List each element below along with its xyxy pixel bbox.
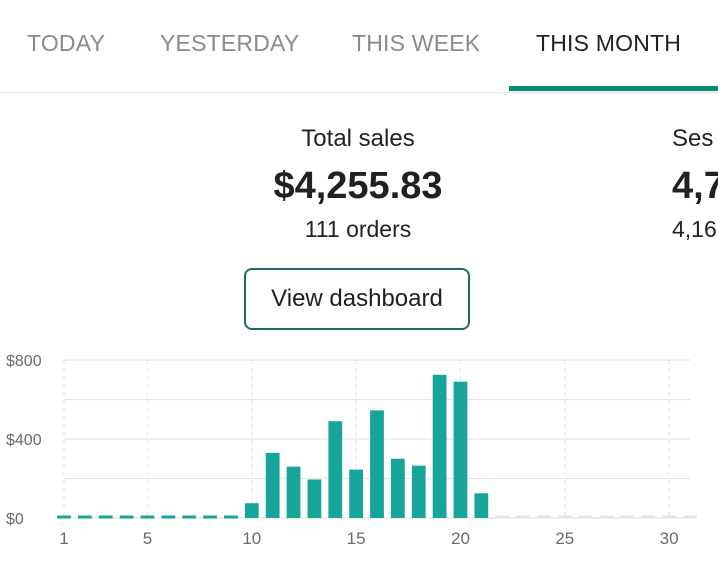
x-tick-label: 10 xyxy=(242,529,261,548)
orders-count: 111 orders xyxy=(304,216,412,242)
y-tick-label: $0 xyxy=(6,511,24,528)
period-tabs: TODAY YESTERDAY THIS WEEK THIS MONTH xyxy=(0,0,718,93)
view-dashboard-button[interactable]: View dashboard xyxy=(244,268,470,330)
bar-day-13 xyxy=(307,479,322,518)
x-tick-label: 5 xyxy=(143,529,152,548)
tab-yesterday[interactable]: YESTERDAY xyxy=(160,30,300,56)
bar-day-14 xyxy=(328,421,343,518)
bar-day-15 xyxy=(349,469,364,518)
sales-bar-chart: $800$400$01 5 10 15 20 25 30 xyxy=(6,353,697,548)
y-tick-label: $400 xyxy=(6,432,42,449)
bar-day-18 xyxy=(411,465,426,518)
total-sales-label: Total sales xyxy=(301,125,415,152)
sessions-label: Ses xyxy=(672,125,714,152)
x-tick-label: 20 xyxy=(451,529,470,548)
bar-day-11 xyxy=(265,452,280,518)
bar-day-21 xyxy=(474,493,489,518)
x-tick-label: 30 xyxy=(660,529,679,548)
tab-this-month[interactable]: THIS MONTH xyxy=(536,30,682,56)
total-sales-value: $4,255.83 xyxy=(273,165,443,207)
y-tick-label: $800 xyxy=(6,353,42,370)
active-tab-indicator xyxy=(509,86,718,91)
bar-day-12 xyxy=(286,466,301,518)
x-tick-label: 25 xyxy=(555,529,574,548)
bar-day-19 xyxy=(432,374,447,518)
sessions-sub: 4,16 xyxy=(672,216,717,242)
bar-day-17 xyxy=(390,458,405,518)
bar-day-20 xyxy=(453,381,468,518)
bar-day-16 xyxy=(370,410,384,518)
x-tick-label: 15 xyxy=(347,529,366,548)
x-tick-label: 1 xyxy=(59,529,68,548)
tab-this-week[interactable]: THIS WEEK xyxy=(352,30,481,56)
sessions-card: Ses 4,7 4,16 xyxy=(672,124,718,244)
total-sales-card: Total sales $4,255.83 111 orders xyxy=(230,124,486,244)
tab-today[interactable]: TODAY xyxy=(27,30,106,56)
sessions-value: 4,7 xyxy=(672,165,718,207)
bar-day-10 xyxy=(244,503,259,518)
